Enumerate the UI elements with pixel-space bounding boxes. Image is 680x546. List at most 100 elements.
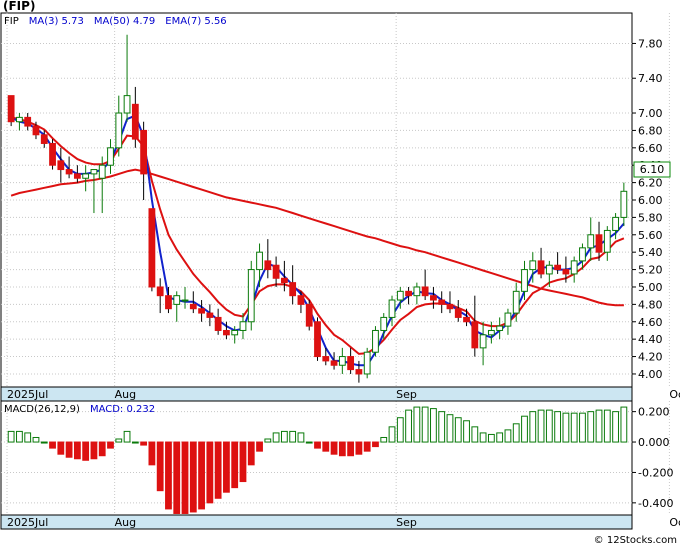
candle bbox=[570, 256, 578, 283]
macd-bar bbox=[595, 409, 603, 443]
candle-body bbox=[504, 312, 512, 327]
candle bbox=[603, 226, 611, 261]
macd-bar bbox=[471, 426, 479, 443]
macd-bar bbox=[562, 412, 570, 443]
candle bbox=[98, 156, 106, 214]
candle bbox=[73, 165, 81, 183]
macd-bar bbox=[214, 441, 222, 499]
macd-bar bbox=[421, 406, 429, 443]
macd-bar bbox=[40, 441, 48, 444]
candle-body bbox=[355, 369, 363, 375]
candle bbox=[430, 286, 437, 309]
candle-body bbox=[380, 316, 388, 331]
price-tick-label: 7.00 bbox=[638, 107, 663, 120]
candle bbox=[579, 243, 586, 270]
macd-bar bbox=[264, 438, 272, 443]
price-tick-label: 6.00 bbox=[638, 194, 663, 207]
macd-bar bbox=[98, 441, 106, 457]
candle bbox=[487, 321, 495, 344]
legend-entry: EMA(7) 5.56 bbox=[165, 16, 226, 27]
candle bbox=[504, 308, 512, 335]
candle-body bbox=[65, 169, 73, 175]
candle-body bbox=[272, 264, 280, 279]
price-tick-label: 7.80 bbox=[638, 37, 663, 50]
candle-body bbox=[363, 351, 371, 375]
macd-bar bbox=[454, 417, 462, 443]
candle-body bbox=[554, 264, 562, 271]
macd-bar bbox=[487, 433, 495, 443]
candle bbox=[529, 252, 537, 283]
candle-body bbox=[421, 286, 429, 297]
candle bbox=[7, 95, 15, 127]
macd-bar bbox=[347, 441, 355, 457]
macd-bar bbox=[305, 441, 313, 444]
candle bbox=[173, 291, 181, 322]
date-axis-label: Sep bbox=[396, 516, 417, 529]
macd-bar bbox=[272, 432, 280, 443]
candle bbox=[446, 291, 454, 314]
last-price-box: 6.10 bbox=[633, 161, 671, 178]
macd-bar bbox=[247, 441, 255, 466]
candle bbox=[545, 260, 553, 287]
price-tick-label: 5.80 bbox=[638, 211, 663, 224]
macd-bar bbox=[65, 441, 73, 458]
candle bbox=[189, 291, 197, 314]
candle bbox=[612, 213, 619, 240]
price-tick-label: 4.80 bbox=[638, 298, 663, 311]
candle bbox=[496, 317, 504, 340]
candle-body bbox=[189, 303, 197, 310]
macd-bar bbox=[570, 412, 578, 443]
candle bbox=[347, 347, 355, 374]
candle bbox=[107, 139, 114, 174]
candle bbox=[280, 260, 288, 292]
macd-bar bbox=[463, 420, 470, 443]
candle-body bbox=[90, 169, 98, 175]
date-axis-label: Oct bbox=[669, 516, 680, 529]
candle-body bbox=[82, 173, 90, 179]
candle bbox=[554, 252, 562, 274]
candle bbox=[363, 347, 371, 379]
candle bbox=[181, 286, 189, 309]
macd-bar bbox=[405, 409, 412, 443]
candle-body bbox=[603, 229, 611, 253]
macd-bar bbox=[438, 411, 446, 443]
macd-bar bbox=[49, 441, 56, 449]
candle bbox=[82, 165, 90, 192]
candle bbox=[537, 247, 545, 279]
price-tick-label: 4.00 bbox=[638, 368, 663, 381]
macd-bar bbox=[521, 415, 528, 443]
candle-body bbox=[40, 134, 48, 144]
macd-bar bbox=[140, 441, 148, 446]
price-tick-label: 4.40 bbox=[638, 333, 663, 346]
macd-bar bbox=[338, 441, 346, 457]
macd-tick-label: 0.200 bbox=[638, 406, 670, 419]
price-tick-label: 5.00 bbox=[638, 281, 663, 294]
candle-body bbox=[57, 160, 65, 171]
candle-body bbox=[570, 260, 578, 275]
macd-tick-label: -0.400 bbox=[638, 497, 673, 510]
candle-body bbox=[280, 277, 288, 284]
macd-bar bbox=[123, 430, 131, 443]
candle-body bbox=[231, 329, 239, 336]
macd-bar bbox=[297, 432, 305, 443]
symbol-label: (FIP) bbox=[3, 0, 35, 13]
price-tick-label: 5.40 bbox=[638, 246, 663, 259]
price-tick-label: 7.40 bbox=[638, 72, 663, 85]
candle bbox=[214, 308, 222, 335]
candle bbox=[272, 256, 280, 287]
candle-body bbox=[620, 190, 628, 218]
macd-bar bbox=[587, 411, 595, 443]
candle-body bbox=[595, 234, 603, 253]
candle bbox=[32, 121, 40, 140]
macd-bar bbox=[32, 436, 40, 443]
macd-bar bbox=[413, 406, 421, 443]
candle bbox=[388, 295, 396, 327]
candle-body bbox=[173, 295, 181, 305]
candle bbox=[198, 300, 205, 322]
date-axis-label: Aug bbox=[115, 388, 136, 401]
candle bbox=[355, 360, 363, 383]
price-tick-label: 5.20 bbox=[638, 264, 663, 277]
candle bbox=[322, 347, 330, 366]
macd-bar bbox=[396, 417, 404, 443]
